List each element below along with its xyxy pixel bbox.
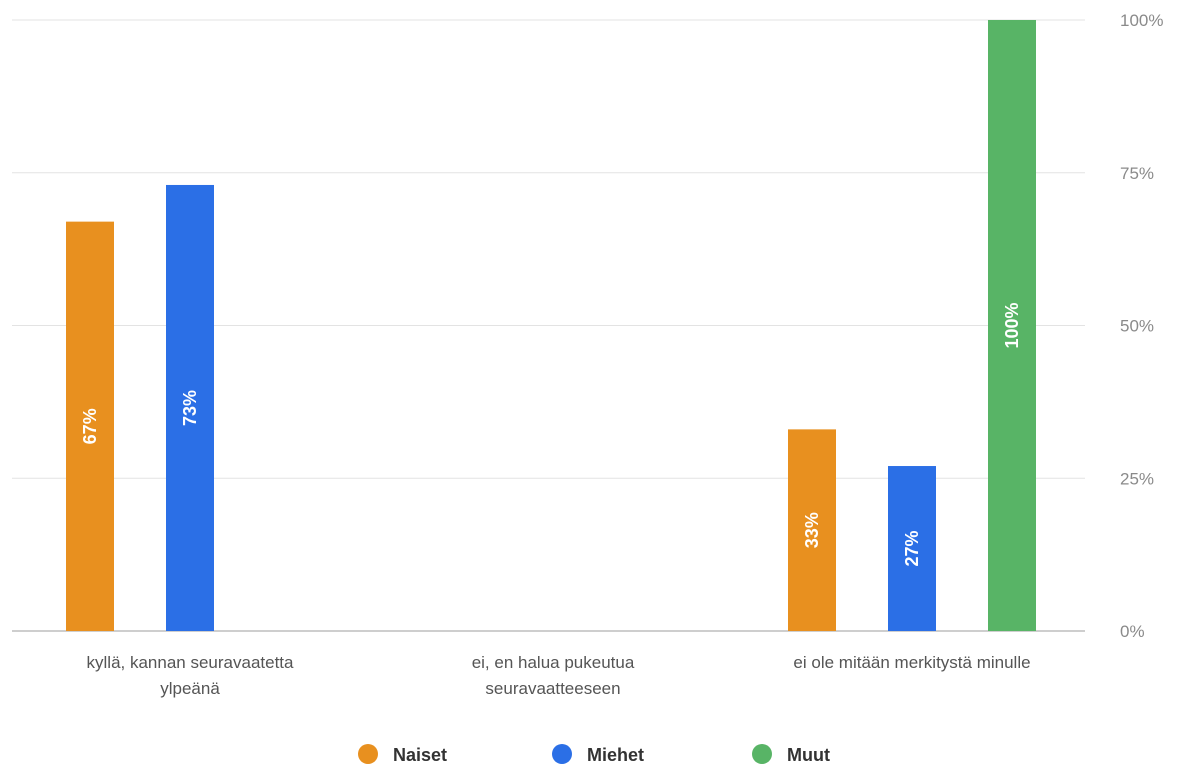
bar-data-label: 27%	[902, 530, 922, 566]
bar-data-label: 100%	[1002, 302, 1022, 348]
legend: Naiset Miehet Muut	[358, 744, 830, 765]
x-tick-label: kyllä, kannan seuravaatetta ylpeänä	[87, 653, 295, 698]
y-tick-label: 0%	[1120, 622, 1145, 641]
bar-data-label: 73%	[180, 390, 200, 426]
x-tick-label: ei ole mitään merkitystä minulle	[793, 653, 1030, 672]
bar-naiset	[788, 429, 836, 631]
y-tick-label: 100%	[1120, 11, 1163, 30]
x-tick-label: ei, en halua pukeutua seuravaatteeseen	[472, 653, 635, 698]
y-tick-label: 50%	[1120, 317, 1154, 336]
x-axis-ticks: kyllä, kannan seuravaatetta ylpeänä ei, en…	[87, 653, 1031, 698]
bar-data-label: 33%	[802, 512, 822, 548]
y-tick-label: 25%	[1120, 469, 1154, 488]
legend-swatch-naiset	[358, 744, 378, 764]
legend-label-muut: Muut	[787, 745, 830, 765]
y-axis-ticks: 0% 25% 50% 75% 100%	[1120, 11, 1163, 641]
legend-swatch-miehet	[552, 744, 572, 764]
bar-miehet	[888, 466, 936, 631]
legend-label-naiset: Naiset	[393, 745, 447, 765]
legend-swatch-muut	[752, 744, 772, 764]
bar-miehet	[166, 184, 214, 631]
bar-naiset	[66, 221, 114, 631]
bars: 67% 73% 33% 27% 100%	[66, 20, 1036, 631]
bar-muut	[988, 20, 1036, 631]
y-tick-label: 75%	[1120, 164, 1154, 183]
legend-label-miehet: Miehet	[587, 745, 644, 765]
bar-data-label: 67%	[80, 408, 100, 444]
